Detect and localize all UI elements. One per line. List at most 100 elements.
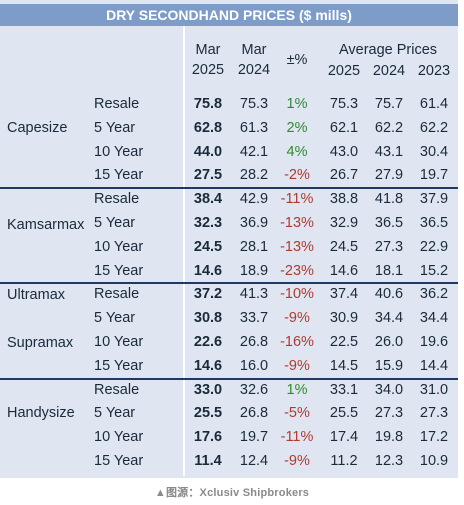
cell-avg2025: 11.2 [330,453,358,469]
cell-mar2025: 22.6 [193,334,223,350]
header-mar2025: Mar 2025 [184,40,232,80]
row-age-label: 15 Year [94,357,144,374]
cell-avg2025: 24.5 [329,238,359,255]
cell-avg2024: 62.2 [374,119,404,136]
table-row: Resale 37.2 41.3 -10% 37.4 40.6 36.2 [0,283,458,307]
cell-mar2025: 24.5 [193,238,223,255]
cell-pct: 1% [286,381,308,398]
cell-avg2024: 43.1 [374,143,404,160]
cell-mar2024: 28.2 [239,167,269,184]
header-pct: ±% [286,52,308,68]
cell-avg2024: 26.0 [374,334,404,350]
group-divider [0,187,458,190]
cell-avg2023: 37.9 [419,191,449,208]
cell-avg2025: 62.1 [329,119,359,136]
cell-avg2023: 61.4 [419,96,449,112]
cell-pct: -9% [284,310,310,327]
cell-avg2023: 22.9 [419,238,449,255]
cell-avg2024: 41.8 [374,191,404,208]
cell-mar2025: 75.8 [193,96,223,112]
row-age-label: 5 Year [94,310,136,327]
table-row: 15 Year 14.6 16.0 -9% 14.5 15.9 14.4 [0,355,458,379]
cell-pct: -11% [280,191,314,208]
cell-mar2024: 18.9 [239,262,269,279]
cell-mar2024: 26.8 [239,334,269,350]
row-age-label: 10 Year [94,429,144,446]
row-age-label: Resale [94,381,140,398]
cell-pct: -10% [280,286,314,303]
row-age-label: 10 Year [94,143,144,160]
table-row: Resale 33.0 32.6 1% 33.1 34.0 31.0 [0,379,458,403]
cell-mar2025: 25.5 [193,405,223,422]
cell-pct: -9% [284,453,310,469]
cell-avg2024: 34.4 [374,310,404,327]
row-age-label: Resale [94,286,140,303]
group-divider [0,377,458,380]
cell-avg2023: 17.2 [419,429,449,446]
cell-avg2024: 34.0 [374,381,404,398]
cell-avg2025: 25.5 [329,405,359,422]
cell-mar2024: 36.9 [239,215,269,231]
cell-avg2023: 31.0 [419,381,449,398]
cell-avg2025: 17.4 [329,429,359,446]
cell-mar2025: 17.6 [193,429,223,446]
cell-avg2024: 27.9 [374,167,404,184]
cell-avg2023: 30.4 [419,143,449,160]
cell-pct: 2% [286,119,308,136]
cell-mar2025: 14.6 [193,357,223,374]
group-label-capesize: Capesize [7,119,68,136]
row-age-label: 5 Year [94,215,136,231]
table-row: 5 Year 25.5 26.8 -5% 25.5 27.3 27.3 [0,402,458,426]
cell-avg2025: 32.9 [329,215,359,231]
cell-avg2024: 27.3 [374,238,404,255]
cell-avg2024: 15.9 [374,357,404,374]
cell-pct: -16% [280,334,314,350]
cell-avg2025: 14.5 [329,357,359,374]
table-row: 10 Year 17.6 19.7 -11% 17.4 19.8 17.2 [0,426,458,450]
table-row: 10 Year 22.6 26.8 -16% 22.5 26.0 19.6 [0,331,458,355]
cell-avg2025: 26.7 [329,167,359,184]
table-row: 10 Year 44.0 42.1 4% 43.0 43.1 30.4 [0,141,458,165]
table-row: 5 Year 30.8 33.7 -9% 30.9 34.4 34.4 [0,307,458,331]
cell-pct: -23% [280,262,314,279]
cell-mar2025: 62.8 [193,119,223,136]
cell-avg2024: 18.1 [374,262,404,279]
cell-mar2025: 33.0 [193,381,223,398]
cell-mar2024: 41.3 [239,286,269,303]
column-separator [183,26,185,476]
header-avg-2024: 2024 [372,63,406,79]
cell-mar2024: 61.3 [239,119,269,136]
header-mar2024-line2: 2024 [237,62,271,78]
cell-mar2025: 30.8 [193,310,223,327]
table-row: Resale 38.4 42.9 -11% 38.8 41.8 37.9 [0,188,458,212]
header-mar2025-line2: 2025 [191,62,225,78]
cell-avg2025: 30.9 [329,310,359,327]
cell-pct: 1% [286,96,308,112]
row-age-label: Resale [94,96,140,112]
cell-mar2024: 28.1 [239,238,269,255]
cell-pct: -9% [284,357,310,374]
table-row: 15 Year 27.5 28.2 -2% 26.7 27.9 19.7 [0,164,458,188]
header-avg-2025: 2025 [327,63,361,79]
row-age-label: 5 Year [94,405,136,422]
row-age-label: 10 Year [94,334,144,350]
cell-avg2023: 27.3 [419,405,449,422]
cell-avg2023: 10.9 [419,453,449,469]
cell-pct: -11% [280,429,314,446]
header-mar2024: Mar 2024 [229,40,279,80]
cell-mar2024: 32.6 [239,381,269,398]
cell-mar2024: 75.3 [239,96,269,112]
cell-avg2024: 19.8 [374,429,404,446]
group-label-ultramax: Ultramax [7,287,66,304]
table-row: 15 Year 14.6 18.9 -23% 14.6 18.1 15.2 [0,260,458,284]
cell-mar2025: 32.3 [193,215,223,231]
row-age-label: Resale [94,191,140,208]
group-label-handysize: Handysize [7,405,75,422]
cell-mar2024: 42.1 [239,143,269,160]
cell-mar2025: 44.0 [193,143,223,160]
cell-avg2025: 75.3 [329,96,359,112]
cell-avg2024: 12.3 [374,453,404,469]
cell-avg2025: 38.8 [329,191,359,208]
cell-pct: 4% [286,143,308,160]
group-label-supramax: Supramax [7,335,74,352]
